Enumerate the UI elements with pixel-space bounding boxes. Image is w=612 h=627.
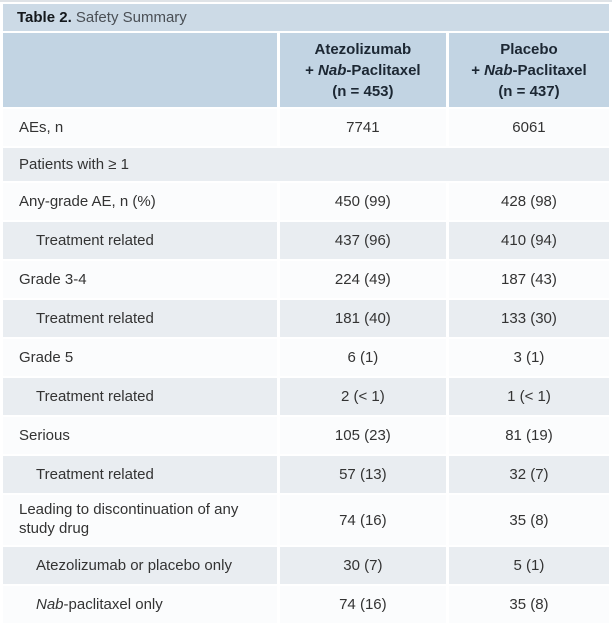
row-value-placebo: 1 (< 1) [448, 378, 609, 415]
column-header-line1: Atezolizumab [314, 40, 412, 58]
row-value-atezolizumab: 6 (1) [279, 339, 446, 376]
column-header-line2: + Nab-Paclitaxel [305, 61, 421, 79]
table-title-bar: Table 2. Safety Summary [3, 4, 609, 31]
row-value-placebo: 35 (8) [448, 495, 609, 545]
row-value-atezolizumab: 2 (< 1) [279, 378, 446, 415]
section-header-row: Patients with ≥ 1 [3, 148, 609, 181]
row-value-atezolizumab: 30 (7) [279, 547, 446, 584]
row-value-atezolizumab: 437 (96) [279, 222, 446, 259]
table-row: Treatment related 437 (96) 410 (94) [3, 222, 609, 259]
row-value-atezolizumab: 450 (99) [279, 183, 446, 220]
column-header-placebo: Placebo + Nab-Paclitaxel (n = 437) [448, 33, 609, 107]
table-row: Treatment related 57 (13) 32 (7) [3, 456, 609, 493]
row-value-placebo: 6061 [448, 109, 609, 146]
column-header-row: Atezolizumab + Nab-Paclitaxel (n = 453) … [3, 33, 609, 107]
row-label: Leading to discontinuation of any study … [3, 495, 277, 545]
table-row: Leading to discontinuation of any study … [3, 495, 609, 545]
table-row: Atezolizumab or placebo only 30 (7) 5 (1… [3, 547, 609, 584]
column-header-atezolizumab: Atezolizumab + Nab-Paclitaxel (n = 453) [279, 33, 446, 107]
row-value-atezolizumab: 7741 [279, 109, 446, 146]
row-value-placebo: 410 (94) [448, 222, 609, 259]
row-value-placebo: 35 (8) [448, 586, 609, 623]
row-value-placebo: 32 (7) [448, 456, 609, 493]
row-value-placebo: 3 (1) [448, 339, 609, 376]
row-label-italic-part: Nab [36, 596, 64, 613]
table-row: Treatment related 2 (< 1) 1 (< 1) [3, 378, 609, 415]
section-header-label: Patients with ≥ 1 [3, 148, 609, 181]
table-row: Any-grade AE, n (%) 450 (99) 428 (98) [3, 183, 609, 220]
row-value-placebo: 5 (1) [448, 547, 609, 584]
row-label: Treatment related [3, 378, 277, 415]
row-label: Serious [3, 417, 277, 454]
column-header-n: (n = 437) [498, 82, 560, 100]
table-title-text: Safety Summary [71, 9, 187, 26]
table-row: AEs, n 7741 6061 [3, 109, 609, 146]
row-label: Grade 5 [3, 339, 277, 376]
row-label: Treatment related [3, 456, 277, 493]
row-label: Any-grade AE, n (%) [3, 183, 277, 220]
row-value-atezolizumab: 181 (40) [279, 300, 446, 337]
row-value-placebo: 187 (43) [448, 261, 609, 298]
column-header-line2: + Nab-Paclitaxel [471, 61, 587, 79]
table-title: Table 2. Safety Summary [3, 4, 609, 31]
row-value-atezolizumab: 57 (13) [279, 456, 446, 493]
row-label: AEs, n [3, 109, 277, 146]
row-value-atezolizumab: 74 (16) [279, 495, 446, 545]
row-label: Nab-paclitaxel only [3, 586, 277, 623]
row-value-atezolizumab: 74 (16) [279, 586, 446, 623]
table-row: Grade 3-4 224 (49) 187 (43) [3, 261, 609, 298]
row-label: Treatment related [3, 300, 277, 337]
table-row: Treatment related 181 (40) 133 (30) [3, 300, 609, 337]
row-value-placebo: 428 (98) [448, 183, 609, 220]
header-corner-cell [3, 33, 277, 107]
row-value-placebo: 81 (19) [448, 417, 609, 454]
table-title-number: Table 2. [17, 9, 72, 26]
row-value-atezolizumab: 105 (23) [279, 417, 446, 454]
table-row: Nab-paclitaxel only 74 (16) 35 (8) [3, 586, 609, 623]
row-value-atezolizumab: 224 (49) [279, 261, 446, 298]
row-label: Treatment related [3, 222, 277, 259]
column-header-line1: Placebo [500, 40, 558, 58]
row-label: Atezolizumab or placebo only [3, 547, 277, 584]
row-label: Grade 3-4 [3, 261, 277, 298]
column-header-n: (n = 453) [332, 82, 394, 100]
table-row: Grade 5 6 (1) 3 (1) [3, 339, 609, 376]
row-value-placebo: 133 (30) [448, 300, 609, 337]
table-row: Serious 105 (23) 81 (19) [3, 417, 609, 454]
